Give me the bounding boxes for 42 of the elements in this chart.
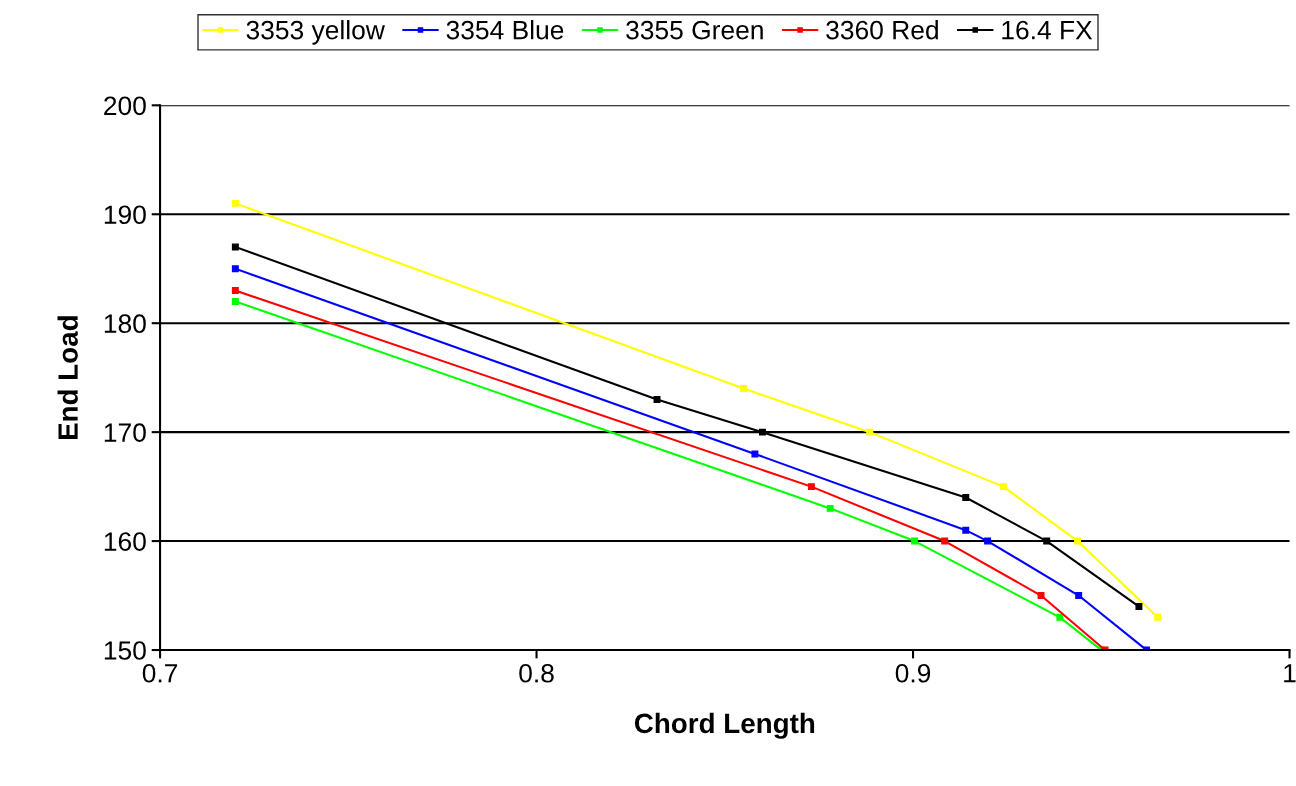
y-tick-label: 150 [104,641,146,660]
legend-label: 3360 Red [826,20,938,40]
point [1043,537,1051,545]
point [807,483,815,491]
point [941,537,949,545]
x-tick-label: 0.8 [519,663,554,683]
point [911,537,919,545]
point [231,265,239,273]
legend-label: 3353 yellow [246,20,385,45]
y-axis-title: End Load [57,316,78,440]
x-tick-label: 1 [1284,664,1296,683]
legend-label: 3355 Green [626,20,763,40]
point [826,504,834,512]
point [740,385,748,393]
point [1037,592,1045,600]
point [758,428,766,436]
point [231,297,239,305]
point [1075,592,1083,600]
point [962,494,970,501]
point [653,395,661,403]
point [962,526,970,534]
y-tick-label: 180 [104,314,146,334]
point [999,483,1007,491]
y-tick-label: 200 [104,96,146,116]
legend-label: 3354 Blue [446,20,564,40]
y-tick-label: 170 [104,423,146,442]
point [231,287,239,294]
point [1154,613,1162,621]
x-tick-label: 0.9 [895,663,931,683]
y-tick-label: 160 [104,532,146,551]
legend-label: 16.4 FX [1002,20,1093,40]
point [1135,602,1143,610]
point [866,428,874,436]
point [1056,613,1064,621]
point [751,450,759,458]
point [1074,537,1082,545]
point [231,199,239,207]
x-tick-label: 0.7 [142,663,178,683]
x-axis-title: Chord Length [634,712,815,739]
point [231,243,239,251]
point [984,537,992,545]
y-tick-label: 190 [104,205,146,225]
